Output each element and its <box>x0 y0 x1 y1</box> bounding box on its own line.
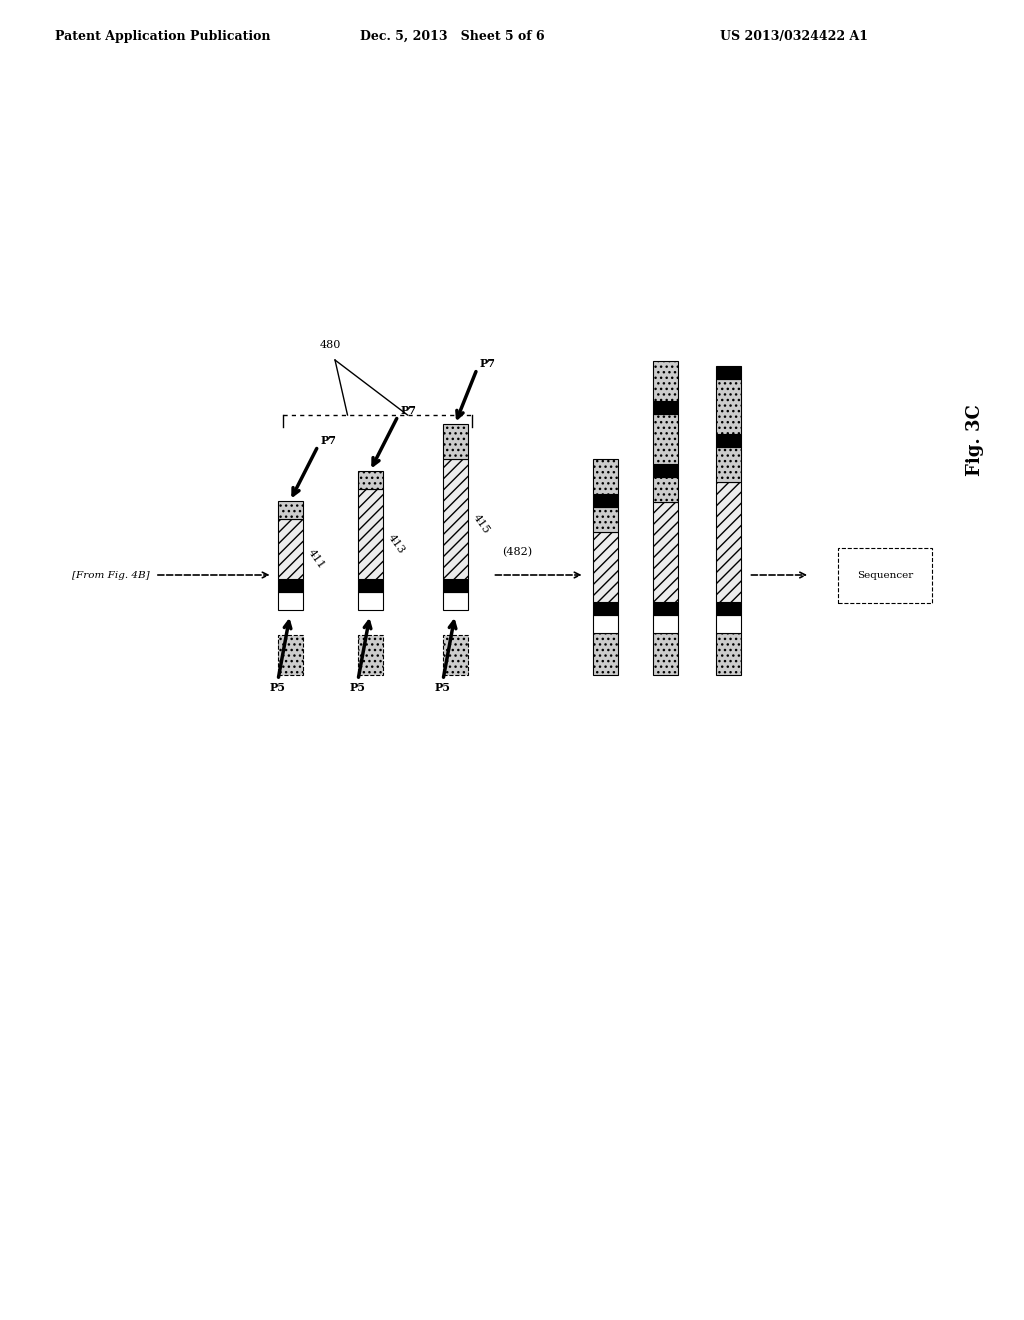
Bar <box>357 591 383 610</box>
Bar <box>593 602 617 615</box>
Bar <box>442 635 468 675</box>
Bar <box>716 366 740 379</box>
Bar <box>716 447 740 482</box>
Text: Patent Application Publication: Patent Application Publication <box>55 30 270 44</box>
Text: [From Fig. 4B]: [From Fig. 4B] <box>73 570 150 579</box>
Bar <box>652 401 678 414</box>
Text: P7: P7 <box>401 405 417 416</box>
Bar <box>716 615 740 634</box>
Text: US 2013/0324422 A1: US 2013/0324422 A1 <box>720 30 868 44</box>
Bar <box>357 488 383 579</box>
Bar <box>442 591 468 610</box>
Bar <box>593 507 617 532</box>
Text: 411: 411 <box>306 548 327 570</box>
Bar <box>278 635 302 675</box>
Bar <box>652 414 678 465</box>
Bar <box>652 477 678 502</box>
Bar <box>716 434 740 447</box>
Bar <box>652 615 678 634</box>
Text: P5: P5 <box>270 682 286 693</box>
Text: P5: P5 <box>435 682 451 693</box>
Bar <box>716 602 740 615</box>
Bar <box>442 424 468 459</box>
Text: P7: P7 <box>321 436 337 446</box>
Text: Sequencer: Sequencer <box>857 570 913 579</box>
Bar <box>716 634 740 675</box>
Bar <box>442 579 468 591</box>
Bar <box>593 615 617 634</box>
Text: Dec. 5, 2013   Sheet 5 of 6: Dec. 5, 2013 Sheet 5 of 6 <box>360 30 545 44</box>
Bar <box>442 459 468 579</box>
Text: 413: 413 <box>386 532 407 556</box>
Text: 415: 415 <box>471 512 492 536</box>
Bar <box>357 471 383 488</box>
Bar <box>357 635 383 675</box>
Bar <box>278 591 302 610</box>
Text: P5: P5 <box>350 682 366 693</box>
Bar <box>716 379 740 434</box>
Bar <box>652 602 678 615</box>
Bar <box>278 579 302 591</box>
Bar <box>652 634 678 675</box>
Text: Fig. 3C: Fig. 3C <box>966 404 984 477</box>
Text: (482): (482) <box>503 546 532 557</box>
Bar <box>593 532 617 602</box>
Bar <box>593 459 617 494</box>
Bar <box>652 465 678 477</box>
Bar <box>278 519 302 579</box>
Text: P7: P7 <box>480 358 496 370</box>
Bar <box>593 494 617 507</box>
FancyBboxPatch shape <box>838 548 933 602</box>
Bar <box>593 634 617 675</box>
Bar <box>278 502 302 519</box>
Bar <box>652 360 678 401</box>
Bar <box>357 579 383 591</box>
Bar <box>716 482 740 602</box>
Bar <box>652 502 678 602</box>
Text: 480: 480 <box>319 341 341 350</box>
